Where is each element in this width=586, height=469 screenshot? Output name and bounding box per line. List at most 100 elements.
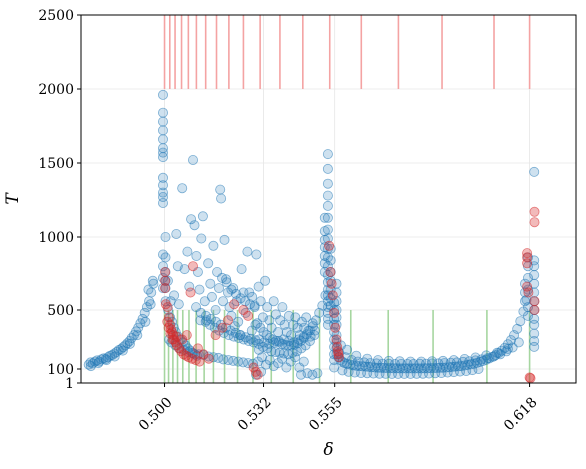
blue-data-point xyxy=(194,284,205,295)
blue-data-point xyxy=(309,325,320,336)
red-data-point xyxy=(332,346,343,357)
blue-data-point xyxy=(205,278,216,289)
blue-data-point xyxy=(521,294,532,305)
red-data-point xyxy=(203,353,214,364)
blue-data-point xyxy=(160,252,171,263)
blue-data-point xyxy=(235,330,246,341)
blue-data-point xyxy=(505,335,516,346)
blue-data-point xyxy=(179,264,190,275)
blue-data-point xyxy=(293,334,304,345)
blue-data-point xyxy=(523,272,534,283)
red-data-point xyxy=(252,369,263,380)
blue-data-point xyxy=(206,291,217,302)
y-tick-label: 2000 xyxy=(38,82,74,98)
blue-data-point xyxy=(195,307,206,318)
red-data-point xyxy=(327,290,338,301)
red-data-point xyxy=(229,299,240,310)
blue-data-point xyxy=(196,233,207,244)
blue-data-point xyxy=(329,362,340,373)
blue-data-point xyxy=(210,316,221,327)
red-data-point xyxy=(525,373,536,384)
blue-data-point xyxy=(529,287,540,298)
blue-data-point xyxy=(157,116,168,127)
blue-data-point xyxy=(322,163,333,174)
red-data-point xyxy=(333,352,344,363)
blue-data-point xyxy=(448,355,459,366)
blue-data-point xyxy=(298,356,309,367)
blue-data-point xyxy=(325,255,336,266)
blue-data-point xyxy=(312,368,323,379)
red-data-point xyxy=(330,322,341,333)
blue-data-point xyxy=(319,258,330,269)
blue-data-point xyxy=(277,353,288,364)
blue-data-point xyxy=(372,355,383,366)
blue-data-point xyxy=(255,296,266,307)
data-points xyxy=(83,89,540,384)
y-tick-label: 500 xyxy=(47,303,74,319)
blue-data-point xyxy=(171,228,182,239)
blue-data-point xyxy=(279,319,290,330)
blue-data-point xyxy=(264,315,275,326)
red-data-point xyxy=(160,283,171,294)
red-data-point xyxy=(162,302,173,313)
blue-data-point xyxy=(319,226,330,237)
red-data-point xyxy=(529,296,540,307)
red-data-point xyxy=(522,281,533,292)
blue-data-point xyxy=(337,365,348,376)
blue-data-point xyxy=(124,338,135,349)
blue-data-point xyxy=(197,211,208,222)
blue-data-point xyxy=(219,234,230,245)
blue-data-point xyxy=(157,172,168,183)
blue-data-point xyxy=(173,299,184,310)
blue-data-point xyxy=(268,296,279,307)
blue-data-point xyxy=(459,353,470,364)
blue-data-point xyxy=(186,214,197,225)
blue-data-point xyxy=(405,356,416,367)
blue-data-point xyxy=(513,337,524,348)
red-data-point xyxy=(243,310,254,321)
blue-data-point xyxy=(217,296,228,307)
blue-data-point xyxy=(221,277,232,288)
blue-data-point xyxy=(286,330,297,341)
blue-data-point xyxy=(246,325,257,336)
blue-data-point xyxy=(467,365,478,376)
blue-data-point xyxy=(322,200,333,211)
blue-data-point xyxy=(85,361,96,372)
blue-data-point xyxy=(132,330,143,341)
red-data-point xyxy=(329,307,340,318)
blue-data-point xyxy=(290,352,301,363)
blue-data-point xyxy=(157,197,168,208)
blue-data-point xyxy=(523,310,534,321)
blue-data-point xyxy=(529,166,540,177)
blue-data-point xyxy=(140,316,151,327)
red-data-point xyxy=(324,240,335,251)
blue-data-point xyxy=(145,299,156,310)
blue-data-point xyxy=(220,322,231,333)
blue-data-point xyxy=(184,281,195,292)
blue-data-point xyxy=(143,284,154,295)
x-tick-label: 0.618 xyxy=(501,394,541,434)
x-axis-ticks: 0.500 0.532 0.555 0.618 xyxy=(136,383,541,434)
blue-data-point xyxy=(208,240,219,251)
blue-data-point xyxy=(191,250,202,261)
blue-data-point xyxy=(331,296,342,307)
blue-data-point xyxy=(137,313,148,324)
red-data-point xyxy=(529,304,540,315)
blue-data-point xyxy=(325,243,336,254)
blue-data-point xyxy=(236,264,247,275)
blue-data-point xyxy=(322,212,333,223)
y-tick-label: 100 xyxy=(47,362,74,378)
red-data-point xyxy=(162,316,173,327)
blue-data-point xyxy=(529,328,540,339)
blue-data-point xyxy=(529,341,540,352)
y-tick-label: 1000 xyxy=(38,230,74,246)
blue-data-point xyxy=(464,356,475,367)
blue-data-point xyxy=(288,337,299,348)
blue-data-point xyxy=(427,356,438,367)
red-data-point xyxy=(331,334,342,345)
blue-data-point xyxy=(157,134,168,145)
x-tick-label: 0.500 xyxy=(136,394,176,434)
blue-data-point xyxy=(182,246,193,257)
blue-data-point xyxy=(251,249,262,260)
blue-data-point xyxy=(473,363,484,374)
